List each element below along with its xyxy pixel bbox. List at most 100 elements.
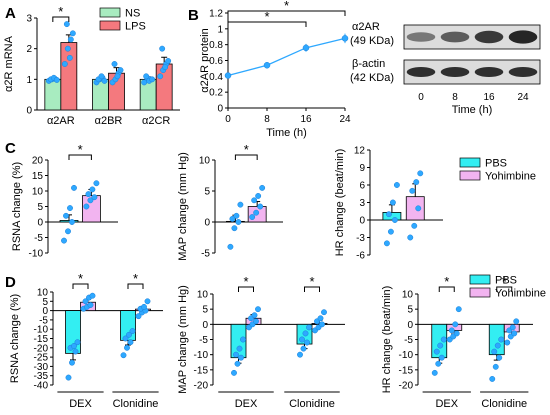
blot-row-label: β-actin: [352, 58, 385, 70]
panel-c-rsna-y-tick-label: -10: [29, 249, 44, 260]
panel-d-hr-y-tick-label: 0: [407, 320, 413, 331]
panel-d-hr-category-label: DEX: [435, 398, 458, 410]
panel-d-hr-data-point: [489, 375, 496, 382]
panel-d-map-data-point: [231, 369, 237, 376]
panel-d-hr-y-tick-label: -15: [399, 365, 414, 376]
blot-lane-label: 8: [452, 92, 458, 103]
panel-d-hr-data-point: [452, 321, 459, 328]
panel-a-bar: [44, 78, 62, 111]
panel-d-rsna-y-tick-label: 5: [42, 297, 48, 308]
panel-d-hr-y-tick-label: -20: [399, 381, 414, 392]
panel-a-y-tick-label: 1: [26, 75, 32, 86]
panel-c-rsna-data-point: [71, 184, 77, 191]
panel-d-rsna-data-point: [129, 328, 136, 335]
panel-c-map-data-point: [235, 219, 242, 225]
panel-b-data-point: [263, 62, 271, 69]
panel-a-y-tick-label: 3: [26, 14, 32, 25]
panel-d-map-y-tick-label: -15: [194, 365, 209, 376]
panel-b-series-line: [227, 37, 346, 77]
panel-c-legend-swatch: [459, 157, 481, 168]
blot-band-a2ar: [440, 31, 470, 43]
panel-d-map-data-point: [233, 351, 239, 358]
panel-d-map-ylabel: MAP change (mm Hg): [177, 285, 189, 394]
panel-label: C: [5, 140, 16, 157]
panel-d-rsna-legend-label: Yohimbine: [495, 288, 546, 300]
panel-a-data-point: [149, 76, 156, 83]
panel-b-blot: α2AR (49 KDa) β-actin (42 KDa) 0 8 16 24 Time (h…: [350, 21, 541, 116]
panel-c-map: -5 0 5 10 MAP change (mm Hg) *: [177, 142, 283, 261]
panel-d-rsna-significance-bracket: [127, 283, 144, 289]
panel-b-y-tick-label: 0.8: [209, 40, 223, 51]
panel-d-map-significance-bracket: [304, 286, 320, 292]
panel-b-y-tick-label: 1.2: [209, 9, 223, 20]
panel-d-rsna-y-tick-label: -10: [34, 325, 49, 336]
panel-b-x-tick-label: 16: [300, 114, 312, 125]
panel-a-data-point: [159, 45, 166, 52]
panel-d-map-data-point: [321, 309, 327, 316]
panel-d-hr: -20 -15 -10 -5 0 5 10 HR change (beat/min) * DEX *…: [381, 274, 533, 410]
panel-a-data-point: [61, 61, 68, 67]
panel-b-ylabel: α2AR protein: [199, 28, 211, 92]
panel-c-rsna-data-point: [67, 205, 73, 212]
panel-a-data-point: [111, 61, 118, 67]
panel-b-data-point: [341, 35, 349, 42]
panel-a-category-label: α2BR: [95, 115, 123, 127]
panel-d-rsna-data-point: [74, 339, 81, 346]
panel-d-map-data-point: [251, 312, 258, 319]
panel-a-data-point: [114, 73, 121, 80]
panel-a-data-point: [66, 54, 73, 61]
panel-c-rsna-data-point: [93, 180, 100, 187]
panel-d-hr-data-point: [435, 360, 442, 367]
panel-d-hr-data-point: [496, 354, 503, 361]
panel-d-rsna-y-tick-label: -25: [34, 353, 49, 364]
panel-c-hr-y-tick-label: -3: [356, 233, 365, 244]
panel-d-rsna-y-tick-label: 10: [37, 288, 49, 299]
panel-d-rsna-category-label: DEX: [69, 398, 92, 410]
panel-d-rsna-category-label: Clonidine: [113, 398, 159, 410]
panel-label: D: [5, 274, 16, 291]
panel-c-hr-y-tick-label: 9: [359, 163, 365, 174]
panel-c-map-y-tick-label: 10: [199, 156, 211, 167]
panel-a-data-point: [143, 73, 150, 80]
panel-d-rsna-data-point: [72, 348, 79, 355]
panel-d-map-significance-star: *: [243, 274, 248, 289]
blot-lane-label: 24: [517, 92, 529, 103]
panel-d-hr-data-point: [491, 348, 498, 355]
panel-a-legend-label: LPS: [125, 21, 146, 33]
panel-c-rsna-data-point: [69, 219, 75, 225]
panel-d-hr-y-tick-label: -10: [399, 350, 414, 361]
panel-d-map-data-point: [306, 324, 312, 331]
panel-c-map-data-point: [229, 215, 236, 222]
panel-d-hr-data-point: [437, 342, 444, 349]
panel-d-rsna-ylabel: RSNA change (%): [9, 294, 21, 383]
panel-d-rsna-data-point: [69, 359, 75, 366]
panel-d-hr-data-point: [509, 324, 516, 331]
panel-c-rsna-y-tick-label: 10: [32, 187, 44, 198]
panel-c-hr-data-point: [387, 228, 394, 235]
panel-c-map-data-point: [231, 225, 238, 232]
panel-label: A: [5, 5, 16, 22]
panel-c-map-y-tick-label: -5: [201, 249, 210, 260]
panel-c-map-y-tick-label: 0: [204, 218, 210, 229]
panel-d-hr-data-point: [498, 336, 505, 343]
panel-c-hr-y-tick-label: 0: [359, 216, 365, 227]
blot-band-a2ar: [406, 32, 436, 42]
panel-d-rsna-y-tick-label: -20: [34, 343, 49, 354]
panel-d-map-data-point: [319, 321, 325, 328]
panel-a-data-point: [53, 76, 60, 83]
panel-d-map-data-point: [302, 330, 309, 337]
panel-c-rsna-significance-bracket: [68, 154, 92, 160]
panel-a-data-point: [63, 21, 70, 28]
panel-c-map-data-point: [233, 212, 240, 219]
panel-d-rsna-legend-label: PBS: [495, 275, 517, 287]
panel-d-hr-y-tick-label: 10: [402, 290, 414, 301]
panel-d-map-data-point: [253, 318, 259, 325]
panel-c-rsna-y-tick-label: 5: [37, 202, 43, 213]
panel-d-hr-data-point: [433, 348, 440, 355]
panel-c-map-data-point: [249, 214, 256, 220]
panel-c-hr-data-point: [413, 179, 420, 186]
panel-d-hr-data-point: [504, 339, 511, 346]
panel-a-category-label: α2CR: [142, 115, 170, 127]
panel-d-rsna-data-point: [127, 339, 134, 346]
